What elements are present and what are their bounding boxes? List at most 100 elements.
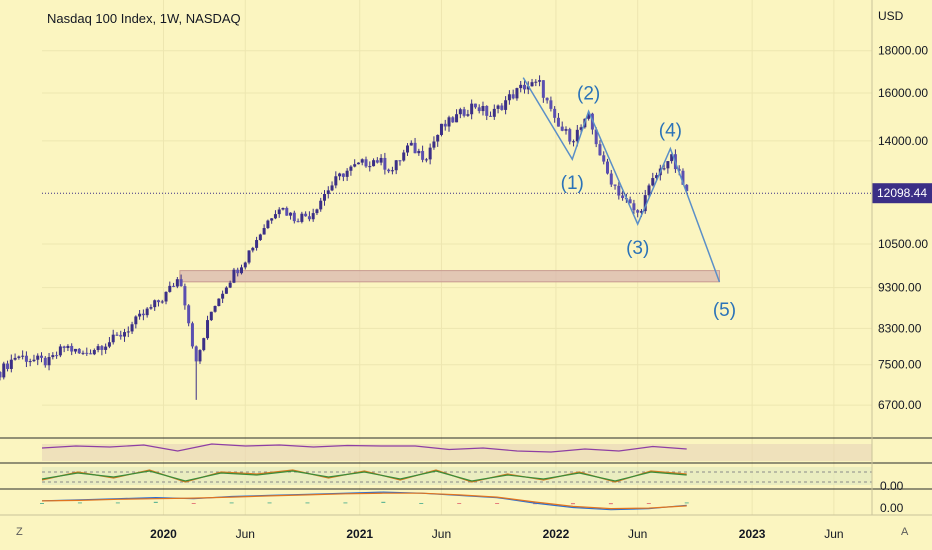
candle-body[interactable] xyxy=(300,213,304,222)
candle-body[interactable] xyxy=(432,141,436,148)
candle-body[interactable] xyxy=(24,355,28,362)
candle-body[interactable] xyxy=(145,308,149,316)
candle-body[interactable] xyxy=(73,348,77,352)
candle-body[interactable] xyxy=(100,346,104,350)
candle-body[interactable] xyxy=(538,80,542,82)
candle-body[interactable] xyxy=(221,293,225,299)
candle-body[interactable] xyxy=(477,107,481,112)
candle-body[interactable] xyxy=(473,103,477,108)
candle-body[interactable] xyxy=(243,262,247,268)
candle-body[interactable] xyxy=(153,300,157,308)
candle-body[interactable] xyxy=(277,209,281,215)
candle-body[interactable] xyxy=(55,355,59,357)
candle-body[interactable] xyxy=(266,220,270,229)
candle-body[interactable] xyxy=(202,338,206,351)
candle-body[interactable] xyxy=(439,123,443,135)
candle-body[interactable] xyxy=(21,355,25,357)
candle-body[interactable] xyxy=(511,94,515,99)
candle-body[interactable] xyxy=(175,279,179,287)
candle-body[interactable] xyxy=(560,126,564,131)
candle-body[interactable] xyxy=(451,117,455,123)
candle-body[interactable] xyxy=(481,105,485,112)
candle-body[interactable] xyxy=(458,109,462,115)
candle-body[interactable] xyxy=(553,108,557,118)
candle-body[interactable] xyxy=(172,285,176,287)
candle-body[interactable] xyxy=(0,371,2,378)
candle-body[interactable] xyxy=(281,207,285,210)
candle-body[interactable] xyxy=(594,129,598,145)
candle-body[interactable] xyxy=(504,100,508,110)
candle-body[interactable] xyxy=(572,141,576,143)
candle-body[interactable] xyxy=(179,279,183,287)
candle-body[interactable] xyxy=(651,178,655,186)
candle-body[interactable] xyxy=(685,184,689,192)
candle-body[interactable] xyxy=(119,334,123,337)
candle-body[interactable] xyxy=(545,97,549,101)
candle-body[interactable] xyxy=(304,213,308,217)
candle-body[interactable] xyxy=(617,185,621,196)
candle-body[interactable] xyxy=(568,129,572,142)
candle-body[interactable] xyxy=(406,145,410,153)
candle-body[interactable] xyxy=(379,157,383,163)
candle-body[interactable] xyxy=(232,269,236,283)
candle-body[interactable] xyxy=(334,176,338,186)
auto-scale-button[interactable]: A xyxy=(901,526,909,538)
candle-body[interactable] xyxy=(160,301,164,303)
candles[interactable] xyxy=(0,75,689,400)
candle-body[interactable] xyxy=(670,154,674,162)
candle-body[interactable] xyxy=(47,357,51,366)
candle-body[interactable] xyxy=(251,247,255,251)
candle-body[interactable] xyxy=(421,150,425,160)
candle-body[interactable] xyxy=(66,345,70,349)
candle-body[interactable] xyxy=(462,109,466,116)
candle-body[interactable] xyxy=(156,300,160,303)
candle-body[interactable] xyxy=(364,159,368,167)
candle-body[interactable] xyxy=(519,84,523,89)
candle-body[interactable] xyxy=(13,357,17,360)
candle-body[interactable] xyxy=(89,353,93,355)
candle-body[interactable] xyxy=(368,166,372,168)
candle-body[interactable] xyxy=(104,346,108,350)
candle-body[interactable] xyxy=(349,166,353,171)
candle-body[interactable] xyxy=(126,331,130,333)
candle-body[interactable] xyxy=(409,142,413,146)
candle-body[interactable] xyxy=(289,212,293,216)
candle-body[interactable] xyxy=(190,323,194,347)
candle-body[interactable] xyxy=(168,285,172,292)
candle-body[interactable] xyxy=(522,84,526,90)
candle-body[interactable] xyxy=(394,160,398,171)
candle-body[interactable] xyxy=(107,342,111,347)
candle-body[interactable] xyxy=(258,234,262,241)
candle-body[interactable] xyxy=(655,175,659,179)
candle-body[interactable] xyxy=(187,305,191,324)
candle-body[interactable] xyxy=(247,250,251,263)
candle-body[interactable] xyxy=(345,170,349,177)
candle-body[interactable] xyxy=(526,86,530,90)
candle-body[interactable] xyxy=(6,363,10,369)
candle-body[interactable] xyxy=(273,214,277,219)
candle-body[interactable] xyxy=(387,169,391,172)
candle-body[interactable] xyxy=(62,346,66,349)
candle-body[interactable] xyxy=(390,170,394,172)
candle-body[interactable] xyxy=(541,80,545,98)
candle-body[interactable] xyxy=(417,150,421,154)
candle-body[interactable] xyxy=(470,103,474,115)
candle-body[interactable] xyxy=(130,324,134,332)
candle-body[interactable] xyxy=(628,199,632,204)
candle-body[interactable] xyxy=(32,359,36,362)
candle-body[interactable] xyxy=(564,129,568,131)
candle-body[interactable] xyxy=(466,114,470,116)
candle-body[interactable] xyxy=(534,81,538,83)
candle-body[interactable] xyxy=(311,213,315,220)
candle-body[interactable] xyxy=(353,164,357,167)
candle-body[interactable] xyxy=(436,134,440,142)
candle-body[interactable] xyxy=(209,311,213,321)
candle-body[interactable] xyxy=(372,160,376,167)
candle-body[interactable] xyxy=(43,357,47,366)
candle-body[interactable] xyxy=(602,155,606,162)
candle-body[interactable] xyxy=(424,159,428,161)
candle-body[interactable] xyxy=(662,168,666,170)
candle-body[interactable] xyxy=(338,173,342,177)
candle-body[interactable] xyxy=(92,350,96,355)
candle-body[interactable] xyxy=(443,123,447,127)
